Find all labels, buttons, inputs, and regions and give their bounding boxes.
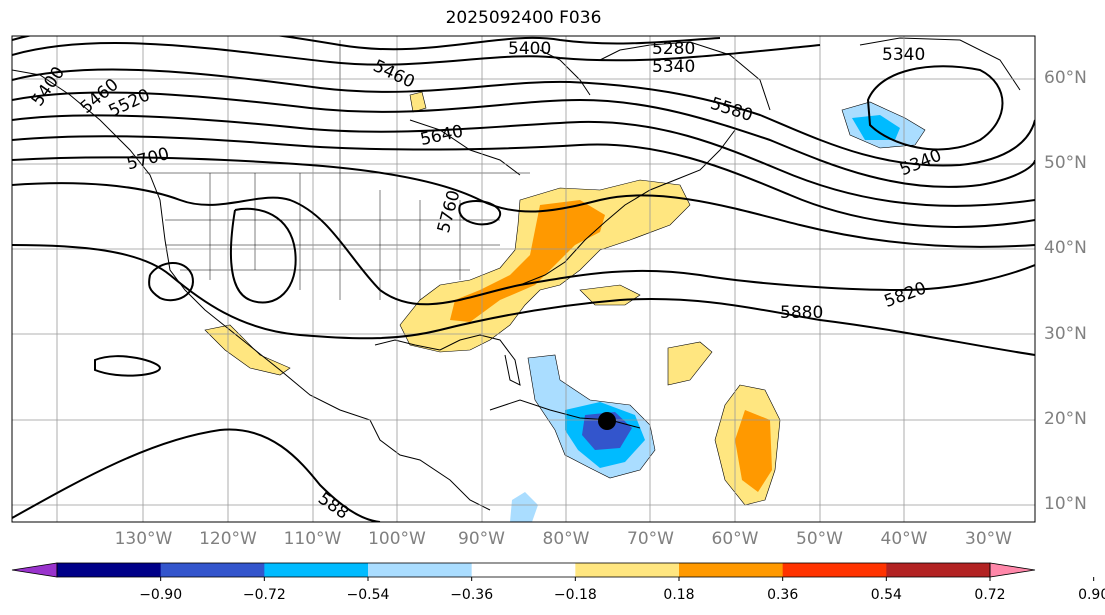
positive-anomaly-east-atlantic-core: [735, 410, 772, 492]
contour-line: [12, 42, 821, 66]
colorbar-extend-low: [11, 562, 58, 578]
longitude-label: 90°W: [458, 529, 505, 549]
longitude-label: 120°W: [199, 529, 257, 549]
gridlines: [12, 36, 1035, 522]
colorbar-extend-high: [989, 562, 1036, 578]
colorbar-tick-label: −0.72: [242, 587, 286, 603]
colorbar-tick-label: 0.54: [870, 587, 902, 603]
contour-line: [12, 91, 1035, 188]
colorbar-segment: [886, 563, 991, 577]
contour-label: 5880: [780, 303, 823, 323]
latitude-label: 50°N: [1044, 153, 1087, 174]
anomaly-shading: [204, 91, 926, 522]
colorbar-segment: [160, 563, 265, 577]
longitude-label: 40°W: [880, 529, 928, 549]
longitude-label: 100°W: [368, 529, 426, 549]
contour-line: [458, 199, 502, 226]
map-panel: [12, 36, 1035, 522]
colorbar-segment: [57, 563, 162, 577]
contour-line: [12, 114, 1035, 207]
colorbar: [11, 562, 1095, 581]
contour-line: [12, 156, 1035, 248]
state-borders: [145, 40, 530, 300]
longitude-label: 130°W: [114, 529, 173, 549]
longitude-label: 30°W: [965, 529, 1012, 549]
positive-anomaly-canada: [409, 91, 427, 113]
colorbar-tick-label: −0.18: [553, 587, 597, 603]
colorbar-frame: [56, 562, 991, 578]
colorbar-segment: [368, 563, 473, 577]
colorbar-tick-label: −0.54: [346, 587, 390, 603]
positive-anomaly-central-atlantic: [667, 341, 713, 386]
colorbar-tick-label: −0.90: [139, 587, 183, 603]
map-title: 2025092400 F036: [445, 8, 602, 28]
colorbar-tick-label: 0.36: [767, 587, 799, 603]
colorbar-segment: [782, 563, 887, 577]
storm-center-marker: [598, 412, 616, 430]
longitude-label: 50°W: [796, 529, 843, 549]
colorbar-segment: [264, 563, 369, 577]
negative-anomaly-caribbean-core: [582, 412, 632, 450]
contour-line: [12, 68, 1035, 167]
height-contours: [12, 36, 1035, 522]
negative-anomaly-south-caribbean: [510, 492, 538, 522]
latitude-label: 20°N: [1044, 409, 1087, 429]
contour-line: [94, 355, 162, 377]
latitude-label: 40°N: [1044, 238, 1087, 259]
longitude-label: 110°W: [283, 529, 342, 549]
colorbar-tick-label: 0.90: [1078, 587, 1105, 603]
contour-line: [12, 182, 1035, 306]
contour-label: 5340: [652, 57, 695, 77]
colorbar-segment: [471, 563, 576, 577]
positive-anomaly-mexico: [204, 324, 291, 376]
contour-line: [12, 428, 381, 522]
latitude-label: 10°N: [1044, 494, 1087, 515]
colorbar-tick-label: 0.72: [974, 587, 1006, 603]
contour-label: 5400: [508, 39, 551, 59]
negative-anomaly-north-atlantic-core: [852, 115, 900, 140]
latitude-label: 30°N: [1044, 323, 1087, 344]
latitude-label: 60°N: [1044, 67, 1087, 88]
longitude-label: 80°W: [542, 529, 590, 549]
contour-line: [148, 262, 194, 302]
longitude-label: 60°W: [711, 529, 759, 549]
colorbar-tick-label: 0.18: [663, 587, 695, 603]
contour-label: 5340: [882, 45, 925, 65]
contour-line: [12, 135, 1035, 228]
map-frame: [11, 35, 1036, 523]
contour-line: [866, 65, 1004, 151]
colorbar-segment: [575, 563, 680, 577]
contour-line: [12, 244, 1035, 356]
contour-label: 5280: [652, 39, 695, 59]
contour-line: [12, 36, 721, 51]
longitude-label: 70°W: [627, 529, 674, 549]
colorbar-tick-label: −0.36: [450, 587, 494, 603]
contour-line: [229, 207, 297, 304]
colorbar-segment: [679, 563, 784, 577]
